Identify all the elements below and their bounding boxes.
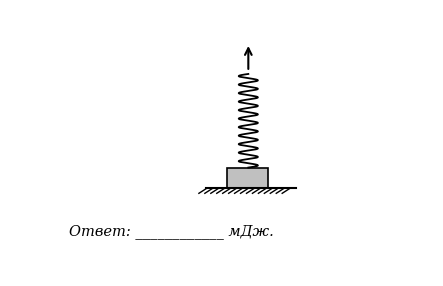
Text: Ответ: ____________ мДж.: Ответ: ____________ мДж. bbox=[69, 224, 274, 239]
Bar bbox=[227, 168, 268, 188]
